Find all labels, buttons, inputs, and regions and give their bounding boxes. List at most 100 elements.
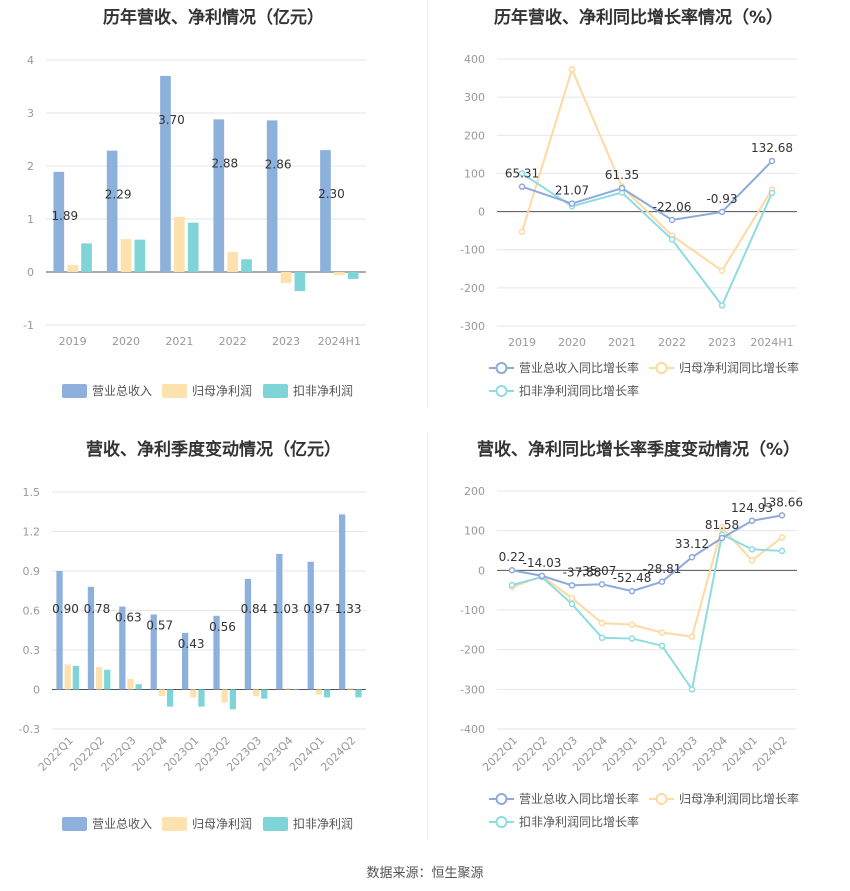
legend-swatch-marker	[495, 385, 508, 397]
net-profit-bar	[174, 216, 185, 272]
y-tick-label: 3	[27, 107, 34, 120]
chart-title-annual-revenue: 历年营收、净利情况（亿元）	[103, 8, 324, 28]
y-tick-label: -200	[460, 644, 485, 657]
deducted-profit-growth-line	[511, 533, 783, 692]
revenue-growth-data-label: 132.68	[751, 141, 793, 155]
x-tick-label: 2020	[558, 336, 586, 349]
revenue-bar	[266, 120, 278, 272]
revenue-growth-point	[718, 208, 726, 216]
deducted-profit-bar	[229, 689, 237, 710]
chart-title-annual-growth: 历年营收、净利同比增长率情况（%）	[493, 8, 784, 28]
revenue-growth-data-label: 33.12	[675, 537, 709, 551]
annual-growth-line-chart: -300 -200 -100 0 100 200 300 400 2019 2020 2021 202…	[460, 53, 799, 398]
x-tick-label: 2023	[708, 336, 736, 349]
y-tick-label: -1	[23, 319, 34, 332]
revenue-data-label: 0.57	[146, 618, 173, 632]
deducted-profit-growth-point	[668, 236, 676, 243]
y-tick-label: 200	[464, 129, 485, 142]
net-profit-bar	[347, 688, 354, 690]
y-tick-label: 100	[464, 525, 485, 538]
legend-label: 归母净利润	[192, 817, 252, 831]
x-tick-label: 2024H1	[318, 335, 361, 348]
revenue-data-label: 1.89	[51, 209, 78, 223]
net-profit-bar	[120, 239, 132, 272]
revenue-data-label: 2.30	[318, 187, 345, 201]
annual-revenue-bar-chart: -1 0 1 2 3 4 2019 2020 2021 2022 2023 2024H1 1.89 2.2…	[23, 54, 366, 398]
deducted-profit-bar	[72, 665, 80, 690]
y-tick-label: 200	[464, 485, 485, 498]
quarterly-growth-line-chart: -400-300-200-10001002002022Q12022Q22022Q…	[460, 485, 803, 829]
quarterly-revenue-bar-chart: -0.300.30.60.91.21.52022Q12022Q22022Q320…	[19, 486, 366, 831]
net-profit-growth-point	[658, 629, 666, 636]
deducted-profit-growth-point	[688, 686, 696, 693]
net-profit-growth-point	[688, 633, 696, 640]
net-profit-bar	[95, 667, 103, 690]
legend-label: 营业总收入同比增长率	[519, 791, 639, 806]
legend-label: 营业总收入	[92, 817, 152, 831]
revenue-data-label: 0.90	[52, 602, 79, 616]
revenue-data-label: 2.86	[265, 157, 292, 171]
net-profit-bar	[334, 272, 345, 276]
y-tick-label: 0.3	[23, 644, 41, 657]
y-tick-label: -200	[460, 282, 485, 295]
legend-swatch	[62, 817, 87, 831]
revenue-bar	[53, 171, 65, 272]
revenue-growth-data-label: 65.31	[505, 167, 539, 181]
revenue-bar	[181, 632, 189, 690]
x-tick-label: 2021	[608, 336, 636, 349]
legend-label: 归母净利润同比增长率	[679, 791, 799, 806]
revenue-data-label: 1.03	[272, 602, 299, 616]
y-tick-label: -100	[460, 244, 485, 257]
deducted-profit-bar	[347, 272, 359, 279]
revenue-bar	[276, 553, 283, 690]
y-tick-label: 1	[27, 213, 34, 226]
net-profit-bar	[315, 689, 323, 695]
x-tick-label: 2020	[112, 335, 140, 348]
revenue-growth-data-label: 138.66	[761, 495, 803, 509]
revenue-growth-data-label: -52.48	[613, 571, 652, 585]
net-profit-bar	[284, 688, 291, 690]
revenue-bar	[244, 578, 252, 690]
revenue-data-label: 2.88	[211, 156, 238, 170]
legend-swatch	[263, 384, 288, 398]
x-tick-label: 2021	[165, 335, 193, 348]
y-tick-label: 4	[27, 54, 34, 67]
revenue-growth-point	[748, 517, 756, 525]
revenue-growth-point	[658, 578, 666, 586]
y-tick-label: 100	[464, 167, 485, 180]
revenue-growth-point	[618, 184, 626, 192]
legend-swatch	[62, 384, 87, 398]
revenue-growth-line	[511, 514, 783, 593]
legend-swatch-marker	[655, 362, 668, 374]
deducted-profit-growth-point	[508, 581, 516, 589]
legend-label: 营业总收入同比增长率	[519, 360, 639, 375]
x-tick-label: 2022	[219, 335, 247, 348]
revenue-growth-point	[568, 200, 576, 207]
revenue-growth-point	[598, 580, 606, 588]
net-profit-bar	[190, 689, 197, 698]
deducted-profit-bar	[355, 689, 362, 698]
revenue-growth-point	[518, 183, 526, 190]
net-profit-growth-point	[628, 621, 636, 628]
revenue-growth-point	[628, 587, 636, 595]
net-profit-growth-point	[778, 534, 786, 541]
net-profit-bar	[67, 265, 78, 272]
x-tick-label: 2024H1	[750, 336, 793, 349]
revenue-growth-data-label: 0.22	[499, 550, 526, 564]
deducted-profit-bar	[292, 689, 299, 690]
revenue-bar	[307, 561, 314, 690]
revenue-bar	[213, 615, 220, 690]
x-tick-label: 2022	[658, 336, 686, 349]
legend-swatch-marker	[655, 793, 668, 805]
panel-divider-bottom	[427, 432, 428, 840]
net-profit-growth-point	[598, 619, 606, 627]
net-profit-bar	[252, 689, 260, 697]
net-profit-growth-point	[718, 267, 726, 274]
net-profit-growth-point	[718, 524, 726, 531]
deducted-profit-growth-point	[718, 302, 726, 309]
net-profit-growth-point	[568, 66, 576, 73]
revenue-growth-data-label: -0.93	[706, 192, 737, 206]
revenue-bar	[56, 571, 63, 690]
legend-label: 扣非净利润	[293, 817, 353, 831]
deducted-profit-bar	[135, 684, 142, 690]
